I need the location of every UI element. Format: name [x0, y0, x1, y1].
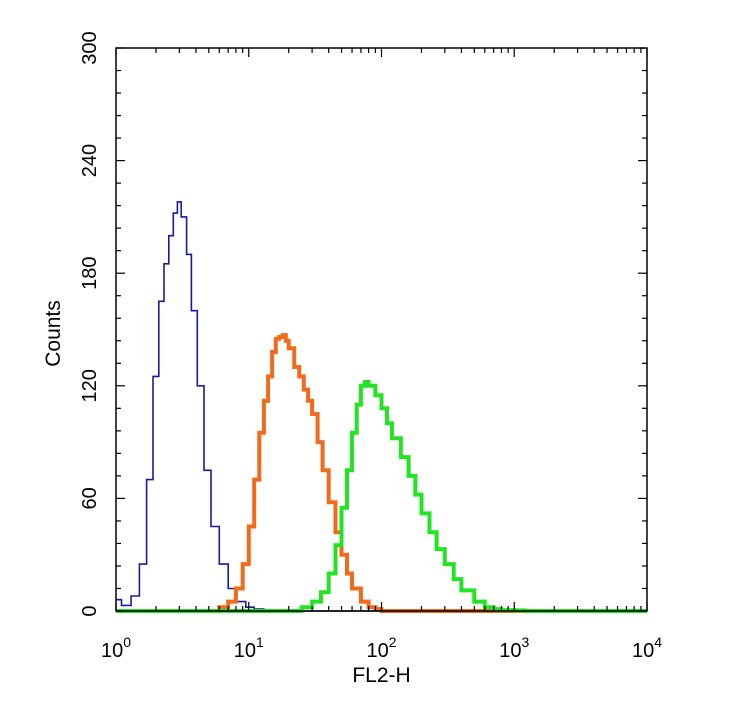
series-line-1	[116, 201, 647, 612]
y-tick-label: 300	[79, 31, 101, 64]
y-tick-label: 60	[79, 487, 101, 509]
series-layer	[116, 201, 647, 613]
tick-layer	[115, 47, 648, 612]
x-axis-title: FL2-H	[352, 664, 410, 687]
x-tick-label-base: 10	[499, 640, 521, 662]
x-tick-label: 100	[101, 634, 131, 662]
x-tick-label-base: 10	[632, 640, 654, 662]
y-tick-label: 180	[79, 257, 101, 290]
series-line-2	[116, 333, 647, 613]
x-tick-label: 101	[234, 634, 264, 662]
x-tick-label-exponent: 0	[123, 634, 131, 650]
y-axis-title: Counts	[42, 300, 65, 367]
x-tick-label-base: 10	[101, 640, 123, 662]
y-tick-label: 240	[79, 144, 101, 177]
series-line-3	[116, 380, 647, 613]
y-tick-label: 120	[79, 369, 101, 402]
x-tick-label-exponent: 3	[521, 634, 529, 650]
y-tick-label: 0	[79, 605, 101, 616]
x-tick-label-base: 10	[366, 640, 388, 662]
x-tick-label-base: 10	[234, 640, 256, 662]
x-tick-label: 102	[366, 634, 396, 662]
x-tick-label: 104	[632, 634, 662, 662]
x-tick-label-exponent: 1	[256, 634, 264, 650]
x-tick-label-exponent: 2	[389, 634, 397, 650]
x-tick-label-exponent: 4	[654, 634, 662, 650]
x-tick-label: 103	[499, 634, 529, 662]
